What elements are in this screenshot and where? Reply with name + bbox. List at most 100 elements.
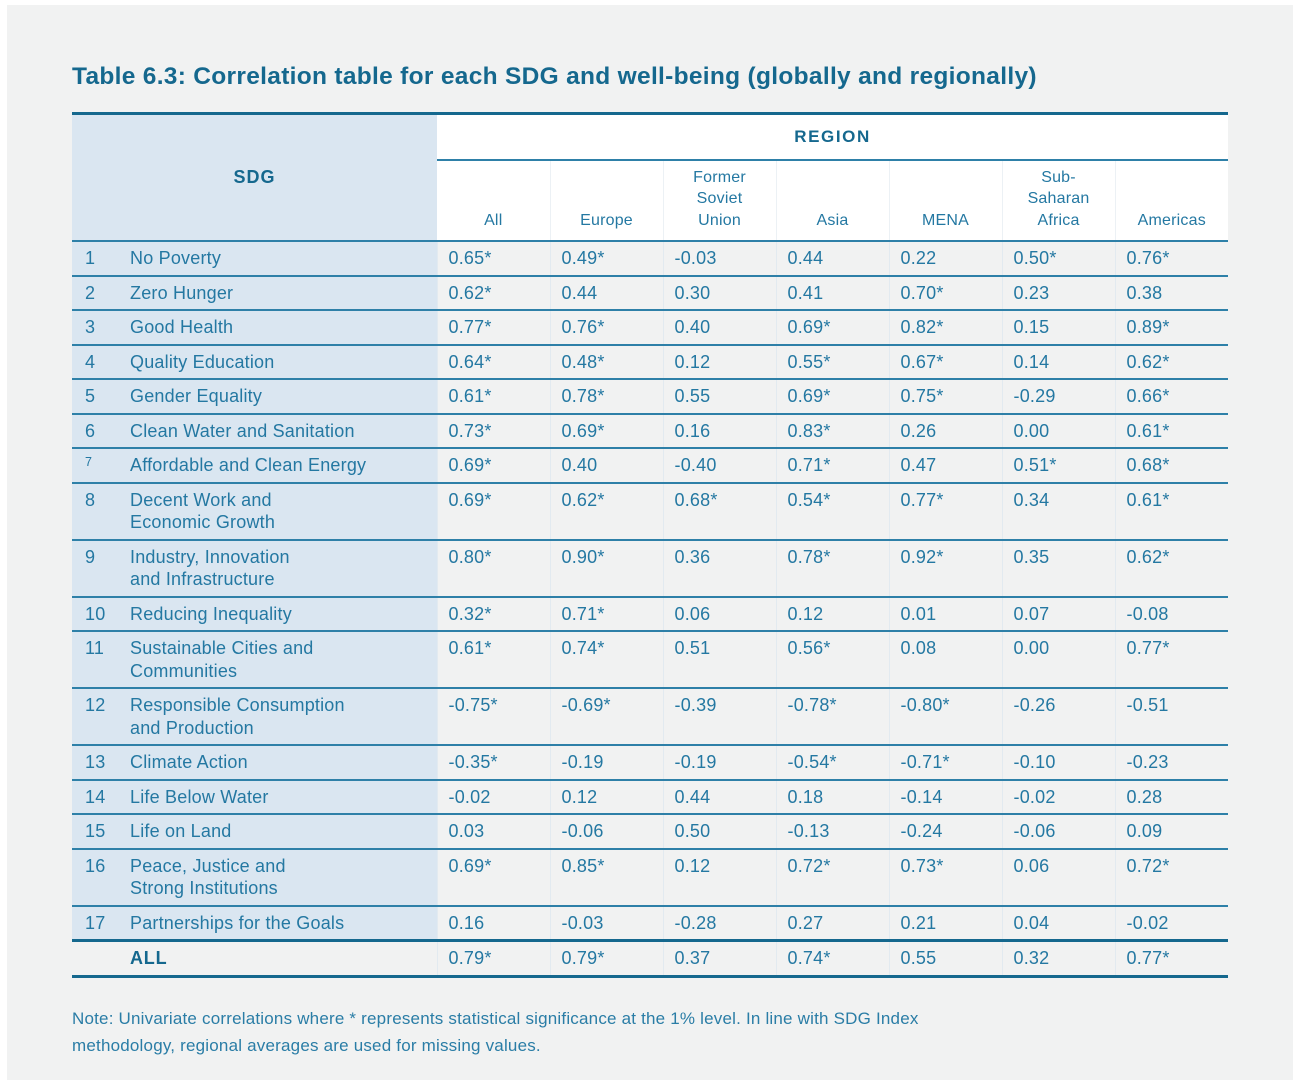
correlation-value: 0.16 — [436, 905, 551, 942]
table-footnote: Note: Univariate correlations where * re… — [72, 1008, 919, 1055]
correlation-value: 0.07 — [1001, 596, 1116, 633]
correlation-value: 0.78* — [549, 379, 664, 415]
correlation-value: 0.55 — [662, 379, 777, 415]
correlation-value: -0.06 — [1001, 814, 1116, 850]
correlation-value: 0.51* — [1001, 448, 1116, 484]
correlation-value: 0.69* — [436, 848, 551, 907]
sdg-row: 10 Reducing Inequality 0.32* 0.71* 0.06 0.12 0… — [72, 596, 1229, 633]
sdg-number: 5 — [72, 379, 130, 415]
correlation-value: 0.61* — [1114, 482, 1229, 541]
table-body: 1 No Poverty 0.65* 0.49* -0.03 0.44 0.22 0.50* 0… — [72, 241, 1229, 977]
correlation-value: 0.32 — [1001, 939, 1116, 977]
correlation-value: 0.90* — [549, 539, 664, 598]
correlation-value: 0.40 — [662, 310, 777, 346]
sdg-name: Life on Land — [130, 814, 438, 850]
correlation-value: 0.15 — [1001, 310, 1116, 346]
correlation-value: 0.73* — [888, 848, 1003, 907]
sdg-number: 4 — [72, 344, 130, 381]
sdg-row: 8 Decent Work and Economic Growth 0.69* 0.6… — [72, 482, 1229, 541]
sdg-number: 3 — [72, 310, 130, 346]
correlation-value: 0.71* — [549, 596, 664, 633]
correlation-value: 0.72* — [1114, 848, 1229, 907]
correlation-value: 0.37 — [662, 939, 777, 977]
correlation-value: 0.55* — [775, 344, 890, 381]
correlation-value: 0.74* — [775, 939, 890, 977]
sdg-name: Affordable and Clean Energy — [130, 448, 438, 484]
correlation-value: 0.76* — [1114, 241, 1229, 277]
correlation-value: 0.77* — [1114, 631, 1229, 690]
correlation-value: 0.55 — [888, 939, 1003, 977]
sdg-row: 14 Life Below Water -0.02 0.12 0.44 0.18 -0.14… — [72, 779, 1229, 816]
sdg-name: Sustainable Cities and Communities — [130, 631, 438, 690]
header-columns-row: All Europe Former Soviet Union Asia MENA Sub-… — [72, 159, 1229, 243]
correlation-value: -0.19 — [662, 745, 777, 781]
sdg-name: Peace, Justice and Strong Institutions — [130, 848, 438, 907]
correlation-value: 0.92* — [888, 539, 1003, 598]
sdg-name: Climate Action — [130, 745, 438, 781]
correlation-value: 0.78* — [775, 539, 890, 598]
page-background: Table 6.3: Correlation table for each SD… — [7, 5, 1293, 1080]
correlation-value: 0.21 — [888, 905, 1003, 942]
correlation-value: -0.03 — [662, 241, 777, 277]
sdg-name: Partnerships for the Goals — [130, 905, 438, 942]
sdg-name: Gender Equality — [130, 379, 438, 415]
correlation-value: 0.79* — [549, 939, 664, 977]
correlation-value: 0.47 — [888, 448, 1003, 484]
correlation-value: 0.14 — [1001, 344, 1116, 381]
correlation-value: 0.48* — [549, 344, 664, 381]
correlation-value: 0.38 — [1114, 275, 1229, 312]
region-column-header: Europe — [549, 159, 664, 243]
correlation-value: 0.71* — [775, 448, 890, 484]
correlation-value: 0.00 — [1001, 413, 1116, 450]
sdg-row: 13 Climate Action -0.35* -0.19 -0.19 -0.54* -0… — [72, 745, 1229, 781]
correlation-value: 0.80* — [436, 539, 551, 598]
sdg-row: 15 Life on Land 0.03 -0.06 0.50 -0.13 -0.24 -0.… — [72, 814, 1229, 850]
correlation-value: 0.77* — [1114, 939, 1229, 977]
correlation-value: 0.79* — [436, 939, 551, 977]
sdg-name: Quality Education — [130, 344, 438, 381]
correlation-table: SDG REGION All Europe Former Soviet Union A… — [72, 112, 1229, 978]
correlation-value: 0.56* — [775, 631, 890, 690]
sdg-number: 1 — [72, 241, 130, 277]
sdg-number: 11 — [72, 631, 130, 690]
region-column-header: MENA — [888, 159, 1003, 243]
correlation-value: 0.44 — [775, 241, 890, 277]
correlation-value: 0.77* — [436, 310, 551, 346]
sdg-row: 2 Zero Hunger 0.62* 0.44 0.30 0.41 0.70* 0.23 0.… — [72, 275, 1229, 312]
correlation-value: -0.03 — [549, 905, 664, 942]
correlation-value: -0.02 — [436, 779, 551, 816]
correlation-value: 0.66* — [1114, 379, 1229, 415]
correlation-value: -0.80* — [888, 688, 1003, 747]
region-column-header: Americas — [1114, 159, 1229, 243]
correlation-value: 0.83* — [775, 413, 890, 450]
correlation-value: 0.49* — [549, 241, 664, 277]
correlation-value: -0.02 — [1001, 779, 1116, 816]
correlation-value: 0.22 — [888, 241, 1003, 277]
correlation-value: -0.02 — [1114, 905, 1229, 942]
sdg-number: 8 — [72, 482, 130, 541]
correlation-value: 0.65* — [436, 241, 551, 277]
correlation-value: -0.14 — [888, 779, 1003, 816]
correlation-value: -0.06 — [549, 814, 664, 850]
correlation-value: 0.69* — [549, 413, 664, 450]
correlation-value: -0.51 — [1114, 688, 1229, 747]
correlation-value: 0.41 — [775, 275, 890, 312]
sdg-row: 6 Clean Water and Sanitation 0.73* 0.69* 0.1… — [72, 413, 1229, 450]
sdg-row: 16 Peace, Justice and Strong Institutions… — [72, 848, 1229, 907]
correlation-value: 0.62* — [1114, 344, 1229, 381]
sdg-row: 3 Good Health 0.77* 0.76* 0.40 0.69* 0.82* 0.15… — [72, 310, 1229, 346]
sdg-column-header: SDG — [72, 113, 438, 243]
sdg-name: Life Below Water — [130, 779, 438, 816]
correlation-value: 0.89* — [1114, 310, 1229, 346]
sdg-row: 5 Gender Equality 0.61* 0.78* 0.55 0.69* 0.75*… — [72, 379, 1229, 415]
correlation-value: 0.18 — [775, 779, 890, 816]
correlation-value: 0.75* — [888, 379, 1003, 415]
all-summary-row: ALL 0.79* 0.79* 0.37 0.74* 0.55 0.32 0.77* — [72, 939, 1229, 977]
sdg-number: 10 — [72, 596, 130, 633]
correlation-value: -0.23 — [1114, 745, 1229, 781]
correlation-value: -0.10 — [1001, 745, 1116, 781]
sdg-name: Reducing Inequality — [130, 596, 438, 633]
correlation-value: 0.34 — [1001, 482, 1116, 541]
sdg-name: Zero Hunger — [130, 275, 438, 312]
correlation-value: -0.69* — [549, 688, 664, 747]
